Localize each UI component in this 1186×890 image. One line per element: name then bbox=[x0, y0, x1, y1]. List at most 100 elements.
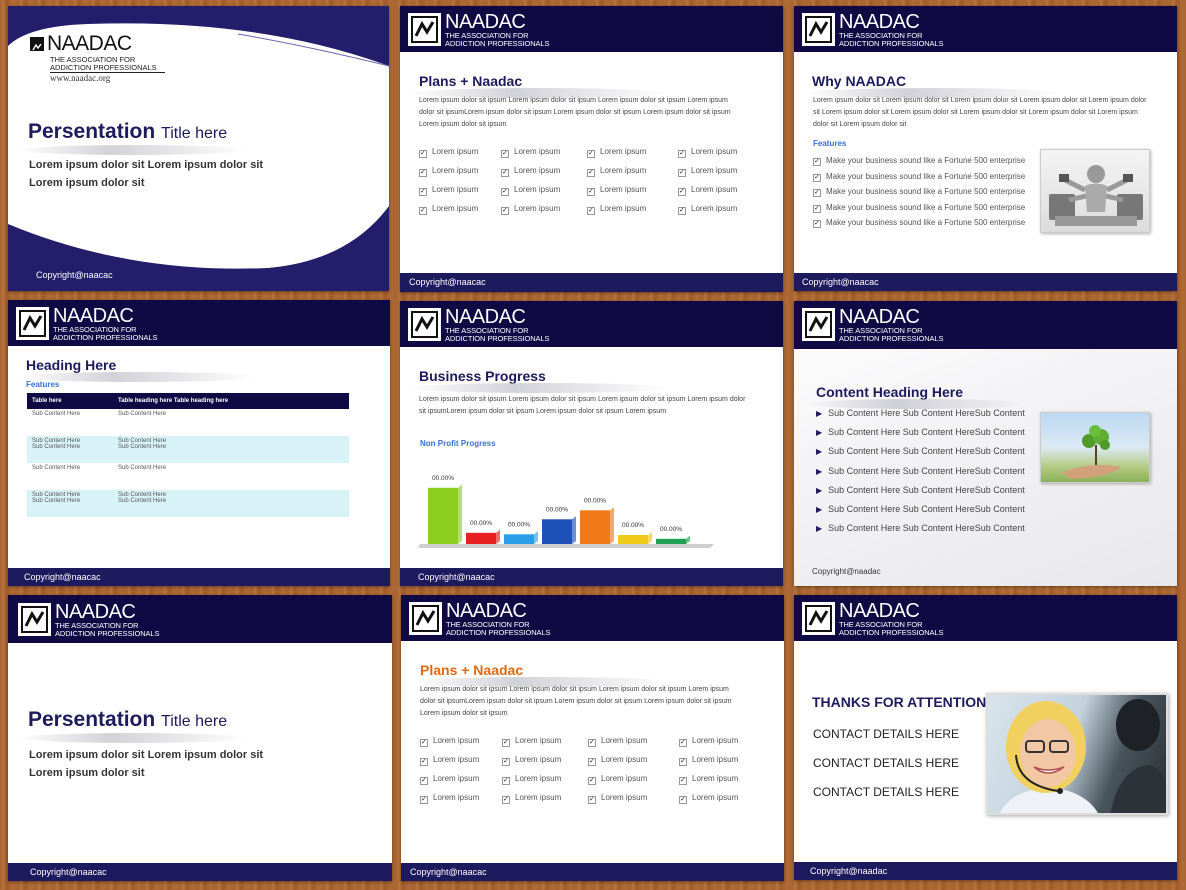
slide-9-thanks[interactable]: NAADAC THE ASSOCIATION FOR ADDICTION PROFE… bbox=[794, 595, 1177, 880]
title-shadow bbox=[410, 383, 670, 393]
title-shadow bbox=[18, 372, 258, 382]
table-row: Sub Content Here Sub Content Here Sub Cont… bbox=[27, 490, 349, 517]
brand-tagline-1: THE ASSOCIATION FOR bbox=[50, 55, 136, 64]
arrow-bullet-icon: ▶ bbox=[816, 505, 823, 514]
brand-logo: NAADAC THE ASSOCIATION FOR ADDICTION PROFE… bbox=[408, 12, 550, 48]
brand-tagline-2: ADDICTION PROFESSIONALS bbox=[445, 38, 550, 48]
brand-logo: NAADAC THE ASSOCIATION FOR ADDICTION PROFE… bbox=[802, 11, 943, 47]
checkbox-icon: ✓ bbox=[420, 739, 428, 747]
slide-1-title: Persentation Title here bbox=[28, 120, 227, 144]
table-cell-line: Sub Content Here bbox=[32, 444, 81, 450]
brand-logo: NAADAC THE ASSOCIATION FOR ADDICTION PROFE… bbox=[18, 602, 160, 638]
slide-4-table[interactable]: NAADAC THE ASSOCIATION FOR ADDICTION PROFE… bbox=[8, 300, 390, 586]
slide-8-plans[interactable]: NAADAC THE ASSOCIATION FOR ADDICTION PROFE… bbox=[401, 595, 784, 881]
slide-1-title[interactable]: NAADAC THE ASSOCIATION FOR ADDICTION PRO… bbox=[8, 6, 389, 291]
brand-name: NAADAC bbox=[53, 305, 134, 327]
checklist-label: Lorem ipsum bbox=[433, 736, 480, 745]
checklist-label: Lorem ipsum bbox=[433, 793, 480, 802]
brand-name: NAADAC bbox=[839, 600, 920, 622]
table-row: Sub Content Here Sub Content Here bbox=[27, 463, 349, 490]
features-label: Features bbox=[813, 139, 847, 148]
slide-7-title[interactable]: NAADAC THE ASSOCIATION FOR ADDICTION PROFE… bbox=[8, 595, 392, 881]
footer-bar: Copyright@naacac bbox=[794, 273, 1177, 291]
sub-content-label: Sub Content Here Sub Content HereSub Con… bbox=[828, 446, 1025, 457]
sub-content-label: Sub Content Here Sub Content HereSub Con… bbox=[828, 408, 1025, 418]
slide-6-content[interactable]: NAADAC THE ASSOCIATION FOR ADDICTION PROFE… bbox=[794, 301, 1177, 586]
data-label: 00.00% bbox=[584, 497, 606, 504]
checklist-item: ✓ Lorem ipsum bbox=[502, 793, 561, 804]
brand-tagline-2: ADDICTION PROFESSIONALS bbox=[53, 332, 158, 342]
checkbox-icon: ✓ bbox=[587, 188, 595, 196]
brand-tagline-1: THE ASSOCIATION FOR bbox=[839, 620, 923, 629]
checklist-label: Lorem ipsum bbox=[692, 736, 739, 745]
slide-1-copyright: Copyright@naacac bbox=[36, 270, 113, 280]
checklist-item: ✓ Lorem ipsum bbox=[420, 793, 480, 804]
checkbox-icon: ✓ bbox=[813, 189, 821, 197]
feature-label: Make your business sound like a Fortune … bbox=[826, 156, 1026, 165]
slide-2-paragraph: Lorem ipsum dolor sit ipsum Lorem ipsum … bbox=[419, 97, 731, 128]
checklist-label: Lorem ipsum bbox=[514, 185, 561, 194]
brand-tagline-2: ADDICTION PROFESSIONALS bbox=[446, 627, 551, 637]
slide-5-progress[interactable]: NAADAC THE ASSOCIATION FOR ADDICTION PROFE… bbox=[400, 301, 783, 586]
sub-content-item: ▶ Sub Content Here Sub Content HereSub Co… bbox=[816, 408, 1025, 418]
checkbox-icon: ✓ bbox=[587, 169, 595, 177]
checkbox-icon: ✓ bbox=[813, 204, 821, 213]
chart-bar bbox=[656, 535, 690, 544]
sub-content-label: Sub Content Here Sub Content HereSub Con… bbox=[828, 504, 1025, 514]
slide-6-copyright: Copyright@naadac bbox=[812, 567, 881, 576]
brand-tagline-2: ADDICTION PROFESSIONALS bbox=[50, 64, 165, 73]
arrow-bullet-icon: ▶ bbox=[816, 466, 823, 476]
checkbox-icon: ✓ bbox=[588, 777, 596, 785]
checkbox-icon: ✓ bbox=[420, 777, 428, 785]
checklist-item: ✓ Lorem ipsum bbox=[501, 185, 561, 196]
checklist-label: Lorem ipsum bbox=[514, 204, 561, 213]
data-label: 00.00% bbox=[470, 520, 492, 527]
table-row: Sub Content Here Sub Content Here Sub Cont… bbox=[27, 436, 349, 463]
checkbox-icon: ✓ bbox=[813, 220, 821, 228]
sub-content-item: ▶ Sub Content Here Sub Content HereSub Co… bbox=[816, 485, 1025, 495]
contact-line-1: CONTACT DETAILS HERE bbox=[813, 727, 960, 741]
title-shadow bbox=[18, 145, 248, 155]
brand-tagline-1: THE ASSOCIATION FOR bbox=[55, 621, 139, 630]
checkbox-icon: ✓ bbox=[588, 758, 596, 766]
slide-3-why[interactable]: NAADAC THE ASSOCIATION FOR ADDICTION PROFE… bbox=[794, 6, 1177, 291]
slide-2-plans[interactable]: NAADAC THE ASSOCIATION FOR ADDICTION PROFE… bbox=[400, 6, 783, 292]
title-shadow bbox=[410, 88, 670, 98]
checkbox-icon: ✓ bbox=[679, 739, 687, 747]
brand-name: NAADAC bbox=[839, 11, 920, 33]
header-bar: NAADAC THE ASSOCIATION FOR ADDICTION PROFE… bbox=[400, 301, 783, 347]
data-label: 00.00% bbox=[432, 475, 454, 482]
checklist-label: Lorem ipsum bbox=[600, 185, 647, 194]
footer-bar: Copyright@naacac bbox=[8, 863, 392, 881]
checklist-item: ✓ Lorem ipsum bbox=[678, 204, 737, 215]
table-cell: Sub Content Here bbox=[118, 411, 167, 417]
checkbox-icon: ✓ bbox=[420, 758, 428, 766]
checklist-label: Lorem ipsum bbox=[691, 166, 738, 175]
naadac-logo-icon bbox=[30, 37, 44, 51]
checklist-item: ✓ Lorem ipsum bbox=[420, 774, 480, 785]
naadac-logo-icon bbox=[409, 602, 442, 635]
slide-7-title: Persentation Title here bbox=[28, 708, 227, 732]
checkbox-icon: ✓ bbox=[678, 207, 686, 215]
checklist-item: ✓ Lorem ipsum bbox=[679, 755, 738, 766]
feature-item: ✓ Make your business sound like a Fortune… bbox=[813, 218, 1025, 228]
body-line-1: Lorem ipsum dolor sit Lorem ipsum dolor … bbox=[29, 159, 264, 171]
slide-8-paragraph: Lorem ipsum dolor sit ipsum Lorem ipsum … bbox=[420, 686, 732, 717]
table-cell: Sub Content Here bbox=[118, 465, 167, 471]
brand-tagline-2: ADDICTION PROFESSIONALS bbox=[55, 628, 160, 638]
checklist-item: ✓ Lorem ipsum bbox=[587, 166, 646, 177]
footer-bar: Copyright@naacac bbox=[8, 568, 390, 586]
checklist-item: ✓ Lorem ipsum bbox=[678, 147, 737, 158]
chart-bar bbox=[580, 507, 614, 544]
data-label: 00.00% bbox=[546, 506, 568, 513]
sub-content-label: Sub Content Here Sub Content HereSub Con… bbox=[828, 427, 1025, 438]
table-cell: Sub Content Here bbox=[32, 411, 81, 417]
chart-bar bbox=[618, 532, 652, 544]
title-bold: Persentation bbox=[28, 708, 156, 731]
checklist-item: ✓ Lorem ipsum bbox=[588, 774, 647, 785]
checklist-label: Lorem ipsum bbox=[433, 774, 480, 783]
checklist-item: ✓ Lorem ipsum bbox=[501, 204, 561, 215]
checklist-label: Lorem ipsum bbox=[692, 774, 739, 783]
checklist-label: Lorem ipsum bbox=[692, 793, 739, 802]
header-bar: NAADAC THE ASSOCIATION FOR ADDICTION PROFE… bbox=[401, 595, 784, 641]
